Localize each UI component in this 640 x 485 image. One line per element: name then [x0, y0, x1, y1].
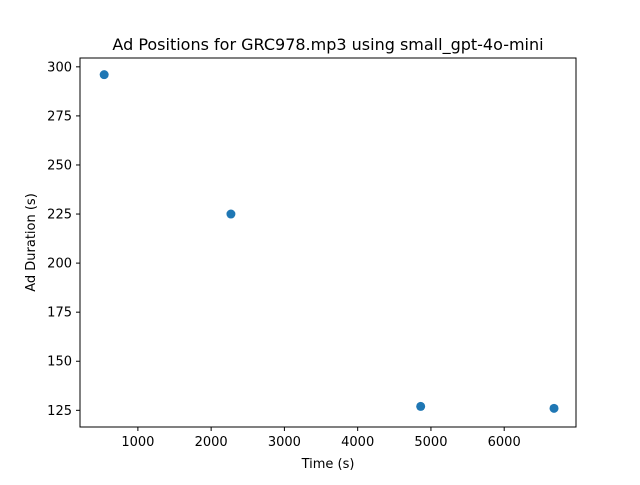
data-point: [549, 403, 559, 413]
x-axis: 1000 2000 3000 4000 5000 6000: [121, 427, 521, 450]
y-tick-label: 175: [47, 306, 72, 321]
data-point: [226, 209, 236, 219]
y-tick-label: 200: [47, 257, 72, 272]
x-tick-label: 5000: [414, 435, 447, 450]
x-axis-label: Time (s): [301, 457, 355, 472]
data-point: [416, 401, 426, 411]
x-tick-label: 4000: [341, 435, 374, 450]
x-tick-label: 3000: [268, 435, 301, 450]
data-point: [99, 70, 109, 80]
y-axis-label: Ad Duration (s): [24, 193, 39, 292]
y-tick-label: 300: [47, 60, 72, 75]
y-tick-label: 250: [47, 158, 72, 173]
data-points: [99, 70, 559, 413]
x-tick-label: 6000: [488, 435, 521, 450]
y-tick-label: 275: [47, 109, 72, 124]
chart-title: Ad Positions for GRC978.mp3 using small_…: [112, 35, 543, 55]
plot-area: [79, 57, 577, 428]
x-tick-label: 2000: [195, 435, 228, 450]
y-tick-label: 225: [47, 208, 72, 223]
x-tick-label: 1000: [121, 435, 154, 450]
y-tick-label: 150: [47, 355, 72, 370]
y-axis: 125 150 175 200 225 250 275 300: [47, 60, 80, 419]
y-tick-label: 125: [47, 404, 72, 419]
